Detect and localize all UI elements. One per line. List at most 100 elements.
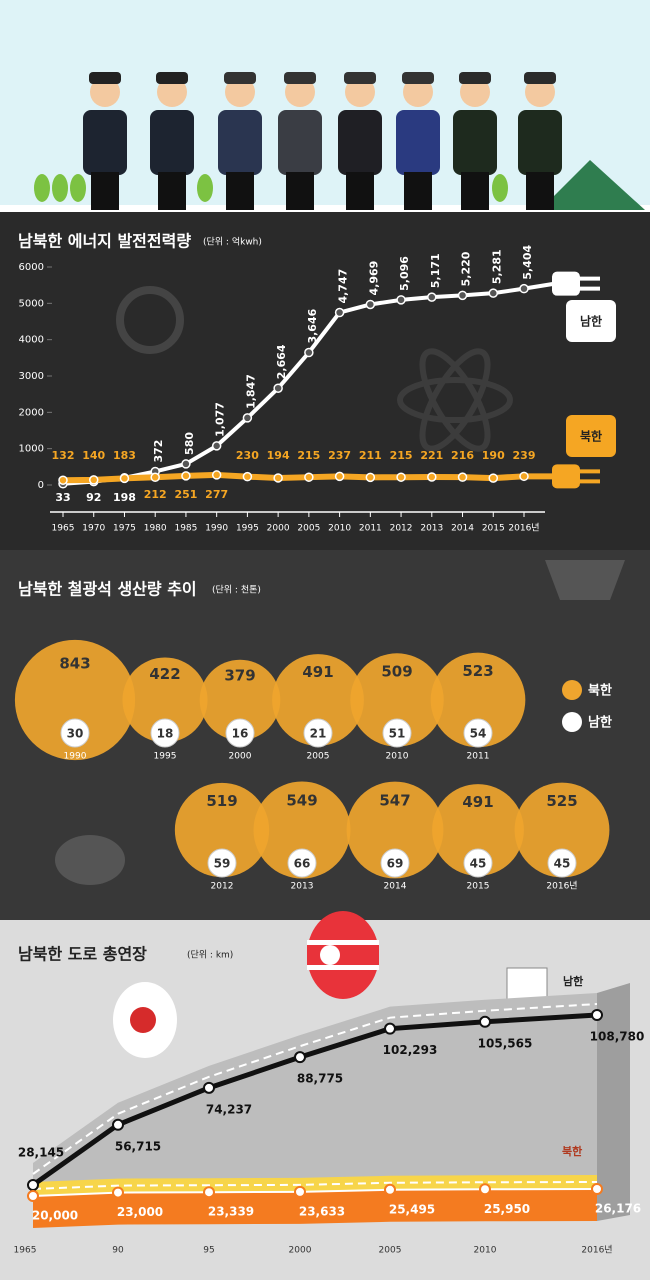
y-tick-label: 4000 xyxy=(19,335,44,346)
value-label: 183 xyxy=(113,449,136,462)
value-label: 33 xyxy=(55,491,70,504)
bubble xyxy=(430,652,526,748)
value-label: 5,281 xyxy=(490,249,503,284)
data-point xyxy=(384,1183,396,1196)
bubble xyxy=(253,781,351,879)
data-point xyxy=(58,475,68,485)
data-point xyxy=(150,472,160,483)
category-label: 2015 xyxy=(467,882,490,892)
value-label: 1,847 xyxy=(244,374,257,409)
series-line xyxy=(62,471,525,484)
data-point xyxy=(27,1179,39,1191)
value-label: 25,950 xyxy=(484,1202,530,1216)
x-tick-label: 2013 xyxy=(420,524,443,534)
x-tick-label: 2005 xyxy=(379,1246,402,1256)
person-hat xyxy=(224,72,256,84)
person-head xyxy=(90,77,120,107)
bubble xyxy=(432,784,524,876)
small-bubble-label: 51 xyxy=(389,727,406,741)
small-bubble-label: 69 xyxy=(387,857,404,871)
data-point xyxy=(519,283,529,294)
data-point xyxy=(88,475,99,485)
data-point xyxy=(273,473,283,483)
value-label: 2,664 xyxy=(275,344,288,379)
small-bubble-label: 45 xyxy=(554,857,571,871)
bubble xyxy=(199,659,281,741)
north-yellow xyxy=(33,1175,597,1196)
value-label: 239 xyxy=(513,449,536,462)
value-label: 277 xyxy=(205,488,228,501)
data-point xyxy=(457,472,468,482)
small-bubble-label: 21 xyxy=(310,727,327,741)
value-label: 215 xyxy=(297,449,320,462)
data-point xyxy=(27,1190,39,1202)
chart-subtitle: (단위 : km) xyxy=(187,950,233,961)
bubble-label: 547 xyxy=(379,791,410,809)
category-label: 2012 xyxy=(211,882,234,892)
value-label: 215 xyxy=(390,449,413,462)
mountain xyxy=(540,160,645,210)
data-point xyxy=(112,1118,124,1131)
atom-icon xyxy=(397,348,513,452)
value-label: 372 xyxy=(152,440,165,463)
person-head xyxy=(285,77,315,107)
bubble-label: 491 xyxy=(302,663,333,681)
bulb-icon xyxy=(116,286,184,354)
data-point xyxy=(304,347,314,358)
small-bubble xyxy=(382,718,412,748)
x-tick-label: 2016년 xyxy=(508,523,539,534)
person-hat xyxy=(156,72,188,84)
legend-marker xyxy=(562,712,582,732)
data-point xyxy=(384,1022,396,1035)
person-hat xyxy=(344,72,376,84)
chart-title: 남북한 철광석 생산량 추이 xyxy=(18,580,197,599)
bubble-label: 549 xyxy=(286,791,317,809)
x-tick-label: 2012 xyxy=(390,524,413,534)
data-point xyxy=(479,1015,491,1028)
value-label: 132 xyxy=(52,449,75,462)
y-tick-label: 3000 xyxy=(19,371,44,382)
person-head xyxy=(157,77,187,107)
x-tick-label: 1990 xyxy=(205,524,228,534)
small-bubble-label: 54 xyxy=(470,727,487,741)
small-bubble xyxy=(547,848,577,878)
person-legs xyxy=(404,172,432,210)
y-tick-label: 2000 xyxy=(19,407,44,418)
value-label: 92 xyxy=(86,491,101,504)
person-body xyxy=(218,110,262,175)
x-tick-label: 1965 xyxy=(52,524,75,534)
tree xyxy=(492,174,508,202)
person-hat xyxy=(459,72,491,84)
bubble xyxy=(350,653,444,747)
bubble xyxy=(174,782,270,878)
tree xyxy=(197,174,213,202)
value-label: 190 xyxy=(482,449,505,462)
person-body xyxy=(278,110,322,175)
energy-section xyxy=(0,212,650,550)
bubble-label: 843 xyxy=(59,654,90,672)
plug-cord xyxy=(523,281,556,291)
legend-label: 북한 xyxy=(588,683,612,699)
person-legs xyxy=(526,172,554,210)
plug xyxy=(552,271,580,296)
x-tick-label: 2005 xyxy=(297,524,320,534)
balloon-band-red xyxy=(307,945,379,965)
value-label: 28,145 xyxy=(18,1146,64,1160)
category-label: 2000 xyxy=(229,752,252,762)
legend-label: 북한 xyxy=(562,1144,582,1158)
data-point xyxy=(242,471,253,482)
person-head xyxy=(225,77,255,107)
person-body xyxy=(150,110,194,175)
value-label: 23,339 xyxy=(208,1205,254,1219)
value-label: 102,293 xyxy=(383,1043,438,1057)
data-point xyxy=(294,1185,306,1198)
x-tick-label: 2010 xyxy=(328,524,351,534)
y-tick-label: 0 xyxy=(38,480,44,491)
x-tick-label: 90 xyxy=(112,1246,124,1256)
person-body xyxy=(453,110,497,175)
bubble-label: 519 xyxy=(206,792,237,810)
value-label: 4,747 xyxy=(337,269,350,304)
category-label: 2010 xyxy=(386,752,409,762)
data-point xyxy=(242,413,253,423)
person-body xyxy=(518,110,562,175)
